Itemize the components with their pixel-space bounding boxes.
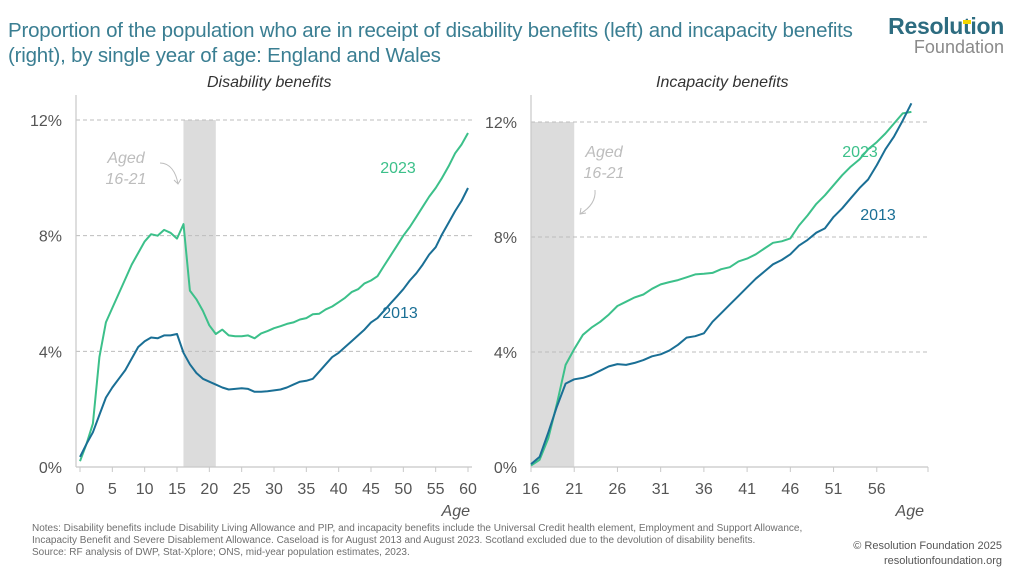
incapacity-y-tick-label: 8% — [494, 230, 517, 247]
logo-line-2: Foundation — [913, 37, 1004, 57]
disability-series-label-2023: 2023 — [380, 160, 416, 177]
disability-shaded-age-16-21 — [183, 120, 216, 467]
chart-title: Proportion of the population who are in … — [8, 19, 853, 67]
disability-y-tick-label: 4% — [39, 344, 62, 361]
incapacity-x-tick-label: 36 — [695, 481, 713, 498]
notes-block: Notes: Disability benefits include Disab… — [32, 523, 822, 559]
incapacity-y-tick-label: 0% — [494, 460, 517, 477]
incapacity-x-axis-label: Age — [895, 503, 925, 520]
right-panel-title: Incapacity benefits — [656, 74, 789, 91]
incapacity-shaded-age-16-21 — [531, 122, 575, 467]
disability-series-label-2013: 2013 — [382, 305, 418, 322]
disability-line-2023 — [79, 132, 469, 462]
resolution-foundation-logo: Resolution Foundation — [888, 14, 1004, 56]
disability-x-tick-label: 20 — [200, 481, 218, 498]
disability-x-tick-label: 15 — [168, 481, 186, 498]
logo-line-1: Resolution — [888, 13, 1004, 39]
incapacity-x-tick-label: 51 — [825, 481, 843, 498]
incapacity-annotation-line1: Aged — [584, 144, 623, 161]
disability-y-tick-label: 0% — [39, 460, 62, 477]
incapacity-x-tick-label: 21 — [565, 481, 583, 498]
disability-y-tick-label: 12% — [30, 113, 62, 130]
copyright-text: © Resolution Foundation 2025 — [853, 540, 1002, 552]
disability-x-tick-label: 0 — [76, 481, 85, 498]
disability-x-tick-label: 45 — [362, 481, 380, 498]
incapacity-annotation-arrow — [579, 189, 596, 215]
disability-line-2013 — [79, 187, 469, 458]
incapacity-x-tick-label: 46 — [781, 481, 799, 498]
disability-x-tick-label: 35 — [297, 481, 315, 498]
disability-x-tick-label: 60 — [459, 481, 477, 498]
incapacity-series-label-2023: 2023 — [842, 144, 878, 161]
disability-annotation-line2: 16-21 — [106, 171, 147, 188]
incapacity-annotation-line2: 16-21 — [584, 165, 625, 182]
notes-text: Notes: Disability benefits include Disab… — [32, 523, 803, 546]
left-panel-title: Disability benefits — [207, 74, 332, 91]
disability-x-tick-label: 25 — [233, 481, 251, 498]
incapacity-line-2023 — [530, 110, 912, 467]
disability-annotation-arrow — [159, 162, 179, 185]
website-text: resolutionfoundation.org — [883, 555, 1002, 567]
disability-annotation-arrowhead — [173, 178, 182, 185]
incapacity-y-tick-label: 12% — [485, 115, 517, 132]
disability-x-tick-label: 5 — [108, 481, 117, 498]
disability-x-tick-label: 55 — [427, 481, 445, 498]
incapacity-x-tick-label: 41 — [738, 481, 756, 498]
copyright-block: © Resolution Foundation 2025 resolutionf… — [853, 539, 1002, 569]
disability-x-tick-label: 30 — [265, 481, 283, 498]
incapacity-x-tick-label: 16 — [522, 481, 540, 498]
logo-accent-mark — [963, 20, 971, 24]
disability-x-tick-label: 50 — [394, 481, 412, 498]
incapacity-line-2013 — [530, 102, 913, 465]
disability-annotation-line1: Aged — [106, 150, 145, 167]
disability-x-tick-label: 40 — [330, 481, 348, 498]
disability-y-tick-label: 8% — [39, 229, 62, 246]
incapacity-x-tick-label: 31 — [652, 481, 670, 498]
disability-x-axis-label: Age — [441, 503, 471, 520]
disability-x-tick-label: 10 — [136, 481, 154, 498]
incapacity-y-tick-label: 4% — [494, 345, 517, 362]
incapacity-annotation-arrowhead — [579, 207, 587, 215]
incapacity-x-tick-label: 56 — [868, 481, 886, 498]
incapacity-x-tick-label: 26 — [609, 481, 627, 498]
incapacity-series-label-2013: 2013 — [860, 207, 896, 224]
source-text: Source: RF analysis of DWP, Stat-Xplore;… — [32, 547, 410, 558]
